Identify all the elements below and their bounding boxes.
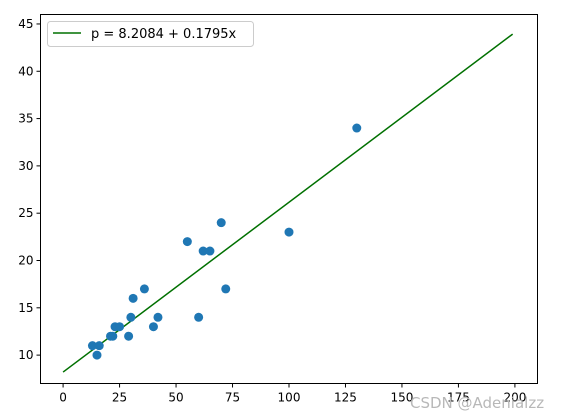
y-tick-label: 15 [18, 301, 33, 315]
legend-label: p = 8.2084 + 0.1795x [91, 27, 237, 42]
data-point [92, 350, 102, 360]
x-tick-label: 0 [59, 391, 67, 405]
data-point [198, 246, 208, 256]
y-tick-label: 45 [18, 17, 33, 31]
plot-content [62, 33, 514, 373]
x-tick-label: 50 [168, 391, 183, 405]
data-point [94, 341, 104, 351]
legend-box [47, 21, 254, 47]
x-tick-label: 200 [503, 391, 526, 405]
x-tick-label: 75 [225, 391, 240, 405]
x-axis: 0 25 50 75 100 125 150 175 200 [59, 383, 526, 405]
x-tick-label: 25 [112, 391, 127, 405]
x-tick-label: 100 [278, 391, 301, 405]
data-point [128, 293, 138, 303]
fit-line [62, 33, 514, 373]
data-point [216, 218, 226, 228]
x-tick-label: 125 [334, 391, 357, 405]
data-point [139, 284, 149, 294]
y-tick-label: 20 [18, 254, 33, 268]
y-tick-label: 40 [18, 64, 33, 78]
y-tick-label: 30 [18, 159, 33, 173]
data-point [126, 312, 136, 322]
data-point [153, 312, 163, 322]
x-tick-label: 175 [447, 391, 470, 405]
y-tick-label: 10 [18, 348, 33, 362]
data-point [108, 331, 118, 341]
data-point [148, 322, 158, 332]
x-tick-label: 150 [391, 391, 414, 405]
legend: p = 8.2084 + 0.1795x [47, 21, 254, 47]
data-point [87, 341, 97, 351]
data-point [182, 237, 192, 247]
data-point [115, 322, 125, 332]
data-point [221, 284, 231, 294]
y-tick-label: 35 [18, 112, 33, 126]
data-point [194, 312, 204, 322]
watermark-text: CSDN @Adenialzz [410, 394, 544, 412]
data-point [205, 246, 215, 256]
data-point [352, 123, 362, 133]
data-point [284, 227, 294, 237]
y-tick-label: 25 [18, 206, 33, 220]
data-point [124, 331, 134, 341]
y-axis: 10 15 20 25 30 35 40 45 [18, 17, 41, 362]
